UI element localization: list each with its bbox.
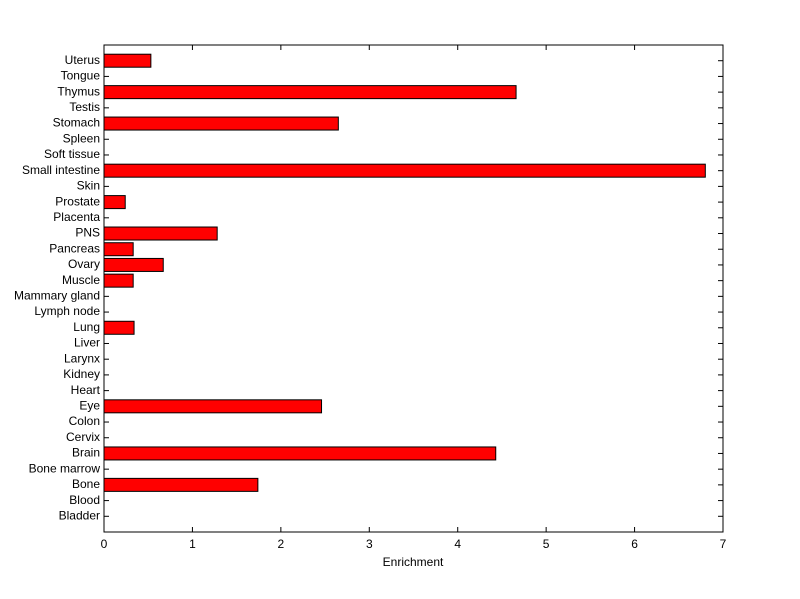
y-tick-label: Ovary: [68, 257, 100, 271]
bar: [103, 257, 164, 272]
y-tick-label: Thymus: [57, 84, 100, 98]
y-tick-label: Mammary gland: [14, 289, 100, 303]
y-tick-label: Pancreas: [49, 241, 100, 255]
y-tick-label: Bone marrow: [29, 461, 101, 475]
x-tick-label: 2: [278, 537, 285, 551]
x-tick-label: 3: [366, 537, 373, 551]
y-tick-label: Uterus: [65, 53, 100, 67]
y-tick-label: Lung: [73, 320, 100, 334]
y-tick-label: Heart: [71, 383, 101, 397]
bar: [103, 273, 134, 288]
y-tick-label: Cervix: [66, 430, 100, 444]
y-tick-label: PNS: [75, 226, 100, 240]
x-tick-label: 0: [101, 537, 108, 551]
x-tick-label: 5: [543, 537, 550, 551]
y-tick-label: Stomach: [53, 116, 100, 130]
y-tick-label: Colon: [69, 414, 100, 428]
y-tick-label: Brain: [72, 446, 100, 460]
bar: [103, 116, 339, 131]
bar: [103, 226, 218, 241]
y-tick-label: Placenta: [53, 210, 100, 224]
y-tick-label: Small intestine: [22, 163, 100, 177]
y-tick-label: Bone: [72, 477, 100, 491]
x-tick-label: 1: [189, 537, 196, 551]
y-tick-label: Skin: [77, 179, 100, 193]
y-tick-label: Larynx: [64, 351, 100, 365]
bar: [103, 85, 517, 100]
y-tick-label: Blood: [69, 493, 100, 507]
bar: [103, 446, 497, 461]
y-tick-label: Kidney: [63, 367, 100, 381]
y-tick-label: Soft tissue: [44, 147, 100, 161]
y-tick-label: Tongue: [61, 69, 101, 83]
y-tick-label: Muscle: [62, 273, 100, 287]
bar: [103, 477, 259, 492]
bar: [103, 195, 126, 210]
y-tick-label: Spleen: [63, 131, 100, 145]
bar: [103, 163, 706, 178]
x-tick-label: 6: [631, 537, 638, 551]
y-tick-label: Eye: [79, 398, 100, 412]
y-tick-label: Lymph node: [34, 304, 100, 318]
x-tick-label: 4: [454, 537, 461, 551]
bar: [103, 399, 323, 414]
y-tick-label: Prostate: [55, 194, 100, 208]
y-tick-label: Testis: [69, 100, 100, 114]
y-tick-label: Bladder: [59, 508, 100, 522]
bar: [103, 320, 135, 335]
x-axis-label: Enrichment: [383, 555, 444, 569]
bar: [103, 53, 152, 68]
bar: [103, 242, 134, 257]
x-tick-label: 7: [720, 537, 727, 551]
y-tick-label: Liver: [74, 336, 100, 350]
plot-frame: [103, 44, 724, 533]
